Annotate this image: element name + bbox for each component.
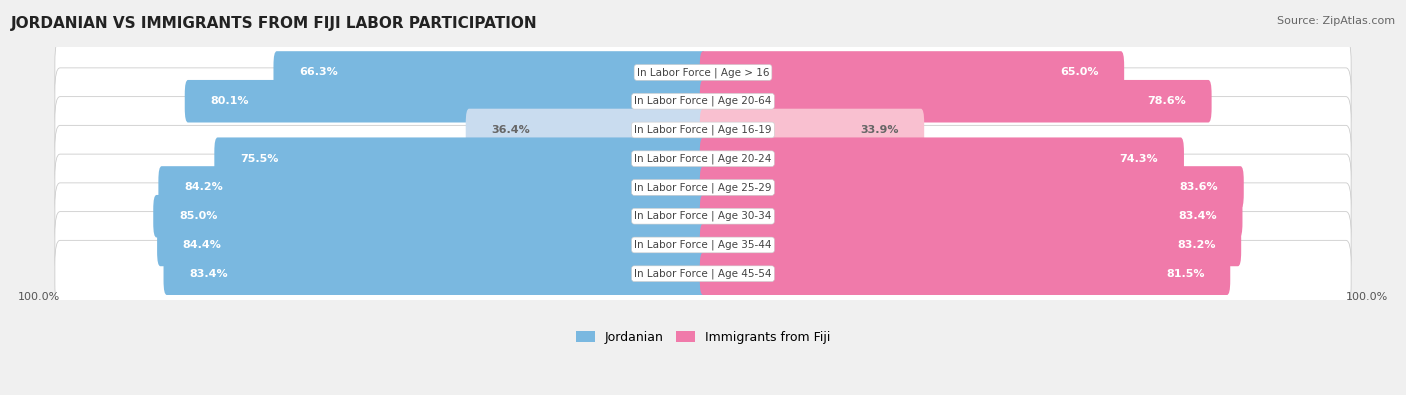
Text: 33.9%: 33.9% <box>860 125 898 135</box>
Text: 83.4%: 83.4% <box>1178 211 1216 221</box>
Text: 85.0%: 85.0% <box>179 211 218 221</box>
Text: JORDANIAN VS IMMIGRANTS FROM FIJI LABOR PARTICIPATION: JORDANIAN VS IMMIGRANTS FROM FIJI LABOR … <box>11 16 538 31</box>
FancyBboxPatch shape <box>55 97 1351 163</box>
FancyBboxPatch shape <box>55 241 1351 307</box>
Text: 84.2%: 84.2% <box>184 182 224 192</box>
Text: 100.0%: 100.0% <box>18 292 60 302</box>
Text: In Labor Force | Age 16-19: In Labor Force | Age 16-19 <box>634 125 772 135</box>
FancyBboxPatch shape <box>163 252 706 295</box>
FancyBboxPatch shape <box>55 68 1351 135</box>
Text: 65.0%: 65.0% <box>1060 68 1098 77</box>
FancyBboxPatch shape <box>55 212 1351 278</box>
FancyBboxPatch shape <box>55 39 1351 106</box>
Text: In Labor Force | Age > 16: In Labor Force | Age > 16 <box>637 67 769 78</box>
Text: 36.4%: 36.4% <box>492 125 530 135</box>
FancyBboxPatch shape <box>700 252 1230 295</box>
FancyBboxPatch shape <box>700 224 1241 266</box>
Text: In Labor Force | Age 20-24: In Labor Force | Age 20-24 <box>634 154 772 164</box>
FancyBboxPatch shape <box>55 183 1351 250</box>
Text: 83.6%: 83.6% <box>1180 182 1218 192</box>
FancyBboxPatch shape <box>153 195 706 237</box>
FancyBboxPatch shape <box>184 80 706 122</box>
FancyBboxPatch shape <box>159 166 706 209</box>
FancyBboxPatch shape <box>55 125 1351 192</box>
FancyBboxPatch shape <box>700 137 1184 180</box>
Legend: Jordanian, Immigrants from Fiji: Jordanian, Immigrants from Fiji <box>571 326 835 349</box>
FancyBboxPatch shape <box>700 195 1243 237</box>
Text: 78.6%: 78.6% <box>1147 96 1185 106</box>
Text: 83.4%: 83.4% <box>190 269 228 279</box>
FancyBboxPatch shape <box>700 166 1244 209</box>
FancyBboxPatch shape <box>157 224 706 266</box>
Text: In Labor Force | Age 35-44: In Labor Force | Age 35-44 <box>634 240 772 250</box>
Text: 84.4%: 84.4% <box>183 240 222 250</box>
Text: 66.3%: 66.3% <box>299 68 337 77</box>
FancyBboxPatch shape <box>700 109 924 151</box>
Text: 83.2%: 83.2% <box>1177 240 1215 250</box>
FancyBboxPatch shape <box>214 137 706 180</box>
Text: In Labor Force | Age 45-54: In Labor Force | Age 45-54 <box>634 269 772 279</box>
Text: 100.0%: 100.0% <box>1346 292 1388 302</box>
Text: 81.5%: 81.5% <box>1166 269 1205 279</box>
Text: 75.5%: 75.5% <box>240 154 278 164</box>
FancyBboxPatch shape <box>700 80 1212 122</box>
FancyBboxPatch shape <box>465 109 706 151</box>
FancyBboxPatch shape <box>55 154 1351 221</box>
Text: In Labor Force | Age 25-29: In Labor Force | Age 25-29 <box>634 182 772 193</box>
FancyBboxPatch shape <box>274 51 706 94</box>
Text: 74.3%: 74.3% <box>1119 154 1159 164</box>
FancyBboxPatch shape <box>700 51 1125 94</box>
Text: In Labor Force | Age 20-64: In Labor Force | Age 20-64 <box>634 96 772 107</box>
Text: Source: ZipAtlas.com: Source: ZipAtlas.com <box>1277 16 1395 26</box>
Text: In Labor Force | Age 30-34: In Labor Force | Age 30-34 <box>634 211 772 222</box>
Text: 80.1%: 80.1% <box>211 96 249 106</box>
